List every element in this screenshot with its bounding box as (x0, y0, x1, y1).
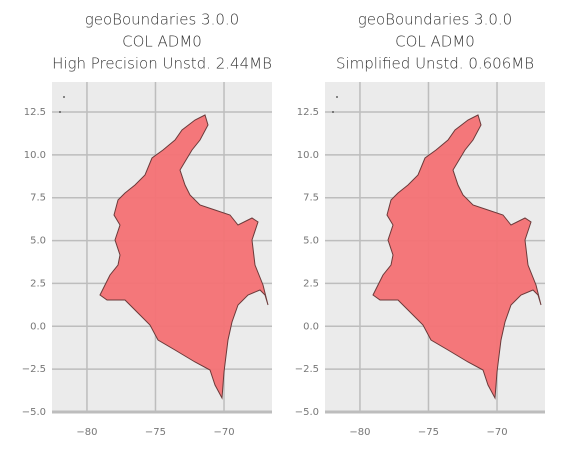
y-tick-label: 5.0 (303, 236, 319, 247)
panel-title: geoBoundaries 3.0.0 (85, 11, 239, 29)
y-tick-label: 5.0 (30, 236, 46, 247)
panel-title: High Precision Unstd. 2.44MB (52, 55, 272, 73)
panel-title: geoBoundaries 3.0.0 (358, 11, 512, 29)
x-tick-label: −80 (76, 427, 97, 438)
y-tick-label: 0.0 (303, 321, 319, 332)
x-tick-label: −75 (145, 427, 166, 438)
y-tick-label: 12.5 (24, 107, 46, 118)
y-tick-label: −2.5 (22, 364, 46, 375)
x-tick-label: −75 (418, 427, 439, 438)
y-tick-label: 10.0 (297, 150, 319, 161)
y-tick-label: −2.5 (295, 364, 319, 375)
x-tick-label: −70 (213, 427, 234, 438)
map-panel: geoBoundaries 3.0.0 COL ADM0 High Precisio… (22, 11, 272, 438)
panel-title: Simplified Unstd. 0.606MB (336, 55, 534, 73)
y-tick-label: −5.0 (22, 407, 46, 418)
y-tick-label: 10.0 (24, 150, 46, 161)
panel-title: COL ADM0 (122, 33, 202, 51)
y-tick-label: 12.5 (297, 107, 319, 118)
x-tick-label: −70 (486, 427, 507, 438)
y-tick-label: 7.5 (303, 193, 319, 204)
panel-title: COL ADM0 (395, 33, 475, 51)
y-tick-label: −5.0 (295, 407, 319, 418)
x-tick-label: −80 (349, 427, 370, 438)
y-tick-label: 2.5 (30, 278, 46, 289)
y-tick-label: 0.0 (30, 321, 46, 332)
y-tick-label: 7.5 (30, 193, 46, 204)
map-panel: geoBoundaries 3.0.0 COL ADM0 Simplified Un… (295, 11, 545, 438)
y-tick-label: 2.5 (303, 278, 319, 289)
